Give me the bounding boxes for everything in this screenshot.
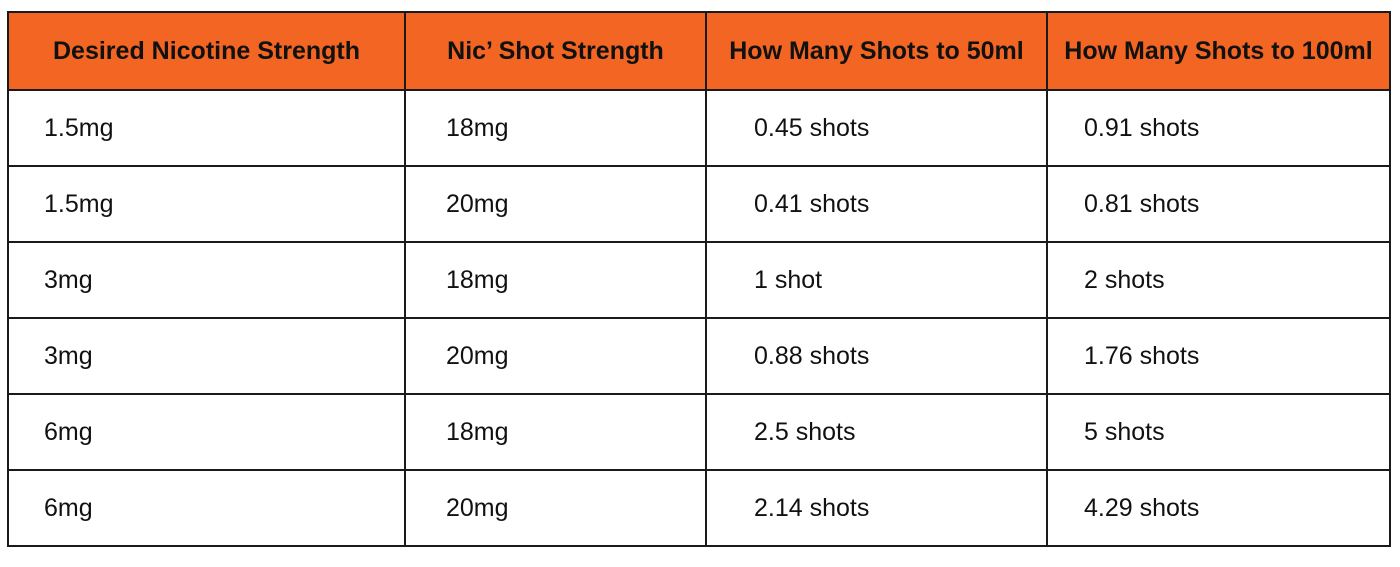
header-shots-to-100ml: How Many Shots to 100ml — [1046, 11, 1391, 91]
table-row: 6mg 20mg 2.14 shots 4.29 shots — [7, 469, 1391, 547]
cell-desired-strength: 3mg — [7, 317, 406, 395]
table-header: Desired Nicotine Strength Nic’ Shot Stre… — [7, 11, 1391, 91]
cell-shot-strength: 20mg — [404, 469, 707, 547]
cell-shots-50ml: 2.14 shots — [705, 469, 1048, 547]
table-row: 3mg 18mg 1 shot 2 shots — [7, 241, 1391, 319]
header-desired-nicotine-strength: Desired Nicotine Strength — [7, 11, 406, 91]
cell-shots-50ml: 0.41 shots — [705, 165, 1048, 243]
header-shots-to-50ml: How Many Shots to 50ml — [705, 11, 1048, 91]
cell-shots-100ml: 2 shots — [1046, 241, 1391, 319]
table-row: 1.5mg 18mg 0.45 shots 0.91 shots — [7, 89, 1391, 167]
header-row: Desired Nicotine Strength Nic’ Shot Stre… — [7, 11, 1391, 91]
table-row: 6mg 18mg 2.5 shots 5 shots — [7, 393, 1391, 471]
cell-desired-strength: 3mg — [7, 241, 406, 319]
table-row: 3mg 20mg 0.88 shots 1.76 shots — [7, 317, 1391, 395]
cell-shots-100ml: 4.29 shots — [1046, 469, 1391, 547]
cell-desired-strength: 6mg — [7, 469, 406, 547]
nicotine-shot-table-container: Desired Nicotine Strength Nic’ Shot Stre… — [7, 11, 1391, 559]
nicotine-shot-table: Desired Nicotine Strength Nic’ Shot Stre… — [7, 11, 1391, 547]
cell-shots-50ml: 2.5 shots — [705, 393, 1048, 471]
cell-desired-strength: 6mg — [7, 393, 406, 471]
table-row: 1.5mg 20mg 0.41 shots 0.81 shots — [7, 165, 1391, 243]
cell-desired-strength: 1.5mg — [7, 165, 406, 243]
table-body: 1.5mg 18mg 0.45 shots 0.91 shots 1.5mg 2… — [7, 89, 1391, 547]
cell-shot-strength: 20mg — [404, 317, 707, 395]
cell-shots-50ml: 1 shot — [705, 241, 1048, 319]
cell-shot-strength: 18mg — [404, 241, 707, 319]
cell-shots-100ml: 5 shots — [1046, 393, 1391, 471]
cell-shot-strength: 18mg — [404, 89, 707, 167]
cell-shots-100ml: 0.91 shots — [1046, 89, 1391, 167]
cell-shots-100ml: 1.76 shots — [1046, 317, 1391, 395]
cell-shots-100ml: 0.81 shots — [1046, 165, 1391, 243]
cell-shot-strength: 20mg — [404, 165, 707, 243]
header-nic-shot-strength: Nic’ Shot Strength — [404, 11, 707, 91]
cell-desired-strength: 1.5mg — [7, 89, 406, 167]
cell-shots-50ml: 0.88 shots — [705, 317, 1048, 395]
cell-shot-strength: 18mg — [404, 393, 707, 471]
cell-shots-50ml: 0.45 shots — [705, 89, 1048, 167]
